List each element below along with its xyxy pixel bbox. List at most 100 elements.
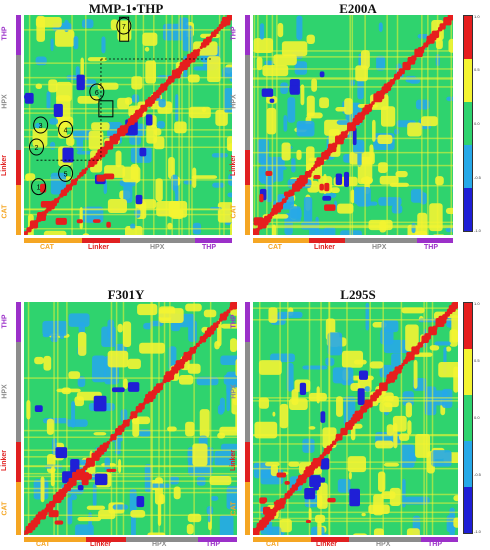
correlation-heatmap <box>24 302 237 535</box>
heatmap-patch <box>365 302 370 331</box>
heatmap-patch <box>429 345 440 351</box>
colorbar <box>463 302 473 534</box>
heatmap-patch <box>223 374 237 385</box>
thp-x-segment <box>195 238 232 243</box>
heatmap-patch <box>283 114 288 132</box>
heatmap-patch <box>107 198 127 214</box>
heatmap-stripe <box>400 302 403 535</box>
cat-x-segment <box>253 537 311 542</box>
heatmap-patch <box>123 183 133 203</box>
heatmap-patch <box>42 418 69 424</box>
heatmap-stripe <box>115 302 118 535</box>
heatmap-patch <box>433 234 445 235</box>
linker-x-segment <box>82 238 120 243</box>
heatmap-patch <box>91 122 110 131</box>
heatmap-stripe <box>158 302 160 535</box>
colorbar-tick: 1.0 <box>474 301 480 306</box>
annotation-number: 6 <box>95 90 99 97</box>
heatmap-positive-cluster <box>103 173 115 180</box>
heatmap-patch <box>104 457 110 471</box>
thp-x-segment <box>198 537 237 542</box>
heatmap-patch <box>401 307 425 314</box>
heatmap-stripe <box>66 302 68 535</box>
heatmap-negative-cluster <box>55 447 68 459</box>
heatmap-patch <box>42 333 50 338</box>
colorbar-tick: -0.5 <box>474 175 481 180</box>
heatmap-stripe <box>24 179 232 181</box>
heatmap-stripe <box>266 15 268 235</box>
heatmap-stripe <box>150 302 152 535</box>
diagonal-cell <box>368 103 373 108</box>
heatmap-stripe <box>259 302 261 535</box>
thp-y-segment <box>245 302 250 342</box>
heatmap-patch <box>112 504 129 510</box>
colorbar-tick: 0.5 <box>474 67 480 72</box>
heatmap-stripe <box>253 226 453 229</box>
cat-x-segment <box>24 238 82 243</box>
heatmap-patch <box>373 528 384 535</box>
heatmap-positive-cluster <box>76 219 83 224</box>
heatmap-stripe <box>253 434 458 437</box>
hpx-x-segment <box>349 537 421 542</box>
heatmap-patch <box>288 461 300 467</box>
heatmap-patch <box>77 516 102 522</box>
heatmap-stripe <box>253 461 458 463</box>
heatmap-patch <box>300 84 305 106</box>
heatmap-negative-cluster <box>70 459 80 473</box>
hpx-y-segment <box>245 342 250 442</box>
heatmap-negative-cluster <box>299 382 307 396</box>
diagonal-cell <box>417 342 424 348</box>
heatmap-patch <box>319 97 329 109</box>
heatmap-patch <box>163 23 187 41</box>
annotation-number: 2 <box>35 145 39 152</box>
thp-y-segment <box>16 15 21 55</box>
heatmap-patch <box>81 19 94 29</box>
heatmap-negative-cluster <box>94 473 108 486</box>
hpx-y-label: HPX <box>1 94 9 109</box>
heatmap-patch <box>453 366 458 393</box>
heatmap-patch <box>50 172 67 195</box>
cat-x-segment <box>24 537 86 542</box>
colorbar-green <box>464 102 472 145</box>
heatmap-patch <box>40 476 45 503</box>
heatmap-stripe <box>24 472 237 475</box>
heatmap-patch <box>453 495 458 502</box>
cat-y-label: CAT <box>230 204 238 219</box>
heatmap-negative-cluster <box>320 411 326 423</box>
annotation-number: 3 <box>39 123 43 130</box>
heatmap-stripe <box>53 302 55 535</box>
heatmap-stripe <box>24 136 232 138</box>
heatmap-patch <box>337 478 351 493</box>
heatmap-patch <box>206 505 214 515</box>
heatmap-patch <box>123 378 128 390</box>
heatmap-patch <box>144 46 150 52</box>
heatmap-stripe <box>253 400 458 402</box>
heatmap-patch <box>68 313 90 327</box>
heatmap-stripe <box>165 15 168 235</box>
heatmap-patch <box>377 134 393 144</box>
heatmap-negative-cluster <box>34 405 43 412</box>
heatmap-stripe <box>171 15 173 235</box>
cat-x-label: CAT <box>36 541 50 548</box>
heatmap-positive-cluster <box>276 472 287 478</box>
heatmap-stripe <box>24 449 237 451</box>
heatmap-stripe <box>24 436 237 439</box>
heatmap-negative-cluster <box>352 127 357 146</box>
heatmap-canvas: 1 2 3 4 5 6 7 <box>24 15 232 235</box>
heatmap-stripe <box>423 302 425 535</box>
heatmap-patch <box>272 411 276 417</box>
heatmap-stripe <box>27 302 30 535</box>
heatmap-stripe <box>421 15 423 235</box>
heatmap-patch <box>327 332 343 356</box>
heatmap-patch <box>407 122 422 137</box>
thp-y-label: THP <box>1 314 9 329</box>
hpx-x-label: HPX <box>152 541 167 548</box>
heatmap-positive-cluster <box>273 501 280 505</box>
colorbar-red <box>464 16 472 59</box>
heatmap-negative-cluster <box>358 370 368 380</box>
heatmap-patch <box>421 116 438 127</box>
annotation-number: 4 <box>64 127 68 134</box>
diagonal-cell <box>233 302 237 306</box>
linker-x-segment <box>311 537 349 542</box>
heatmap-patch <box>379 402 393 413</box>
